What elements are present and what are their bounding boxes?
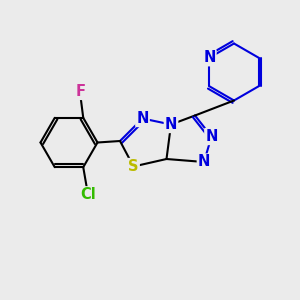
Text: S: S xyxy=(128,159,139,174)
Text: N: N xyxy=(165,117,177,132)
Text: N: N xyxy=(136,111,149,126)
Text: F: F xyxy=(75,84,85,99)
Text: N: N xyxy=(198,154,210,169)
Text: Cl: Cl xyxy=(80,187,96,202)
Text: N: N xyxy=(203,50,215,65)
Text: N: N xyxy=(205,129,218,144)
